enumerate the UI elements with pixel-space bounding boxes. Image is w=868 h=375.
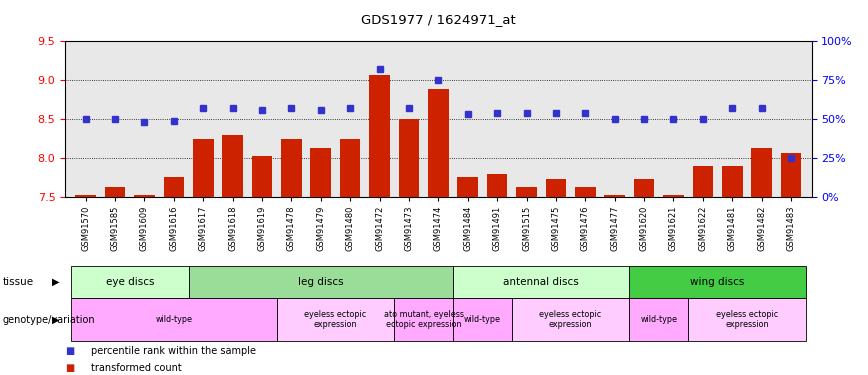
Bar [688, 298, 806, 341]
Text: antennal discs: antennal discs [503, 277, 579, 287]
Bar [453, 298, 512, 341]
Bar [193, 138, 214, 197]
Bar [457, 177, 478, 197]
Text: GDS1977 / 1624971_at: GDS1977 / 1624971_at [361, 13, 516, 26]
Bar [453, 266, 629, 298]
Bar [369, 75, 390, 197]
Bar [752, 148, 772, 197]
Text: ■: ■ [65, 346, 75, 356]
Text: eyeless ectopic
expression: eyeless ectopic expression [716, 310, 778, 329]
Text: ato mutant, eyeless
ectopic expression: ato mutant, eyeless ectopic expression [384, 310, 464, 329]
Text: wild-type: wild-type [641, 315, 677, 324]
Bar [398, 119, 419, 197]
Text: eye discs: eye discs [106, 277, 154, 287]
Text: ■: ■ [65, 363, 75, 373]
Text: wing discs: wing discs [690, 277, 745, 287]
Text: ▶: ▶ [52, 315, 60, 325]
Text: wild-type: wild-type [464, 315, 501, 324]
Text: eyeless ectopic
expression: eyeless ectopic expression [305, 310, 366, 329]
Bar [428, 90, 449, 197]
Text: wild-type: wild-type [155, 315, 193, 324]
Bar [71, 298, 277, 341]
Bar [512, 298, 629, 341]
Bar [663, 195, 684, 197]
Text: genotype/variation: genotype/variation [3, 315, 95, 325]
Bar [76, 195, 96, 197]
Bar [71, 266, 188, 298]
Bar [340, 138, 360, 197]
Bar [634, 179, 654, 197]
Text: transformed count: transformed count [91, 363, 182, 373]
Bar [277, 298, 394, 341]
Bar [163, 177, 184, 197]
Text: percentile rank within the sample: percentile rank within the sample [91, 346, 256, 356]
Bar [394, 298, 453, 341]
Bar [135, 195, 155, 197]
Bar [252, 156, 273, 197]
Bar [629, 298, 688, 341]
Bar [629, 266, 806, 298]
Text: leg discs: leg discs [298, 277, 344, 287]
Bar [722, 166, 742, 197]
Bar [222, 135, 243, 197]
Bar [575, 187, 595, 197]
Bar [487, 174, 508, 197]
Bar [105, 187, 125, 197]
Bar [311, 148, 331, 197]
Text: tissue: tissue [3, 277, 34, 287]
Bar [516, 187, 536, 197]
Text: ▶: ▶ [52, 277, 60, 287]
Bar [281, 138, 302, 197]
Bar [604, 195, 625, 197]
Bar [693, 166, 713, 197]
Bar [188, 266, 453, 298]
Text: eyeless ectopic
expression: eyeless ectopic expression [540, 310, 602, 329]
Bar [780, 153, 801, 197]
Bar [546, 179, 566, 197]
